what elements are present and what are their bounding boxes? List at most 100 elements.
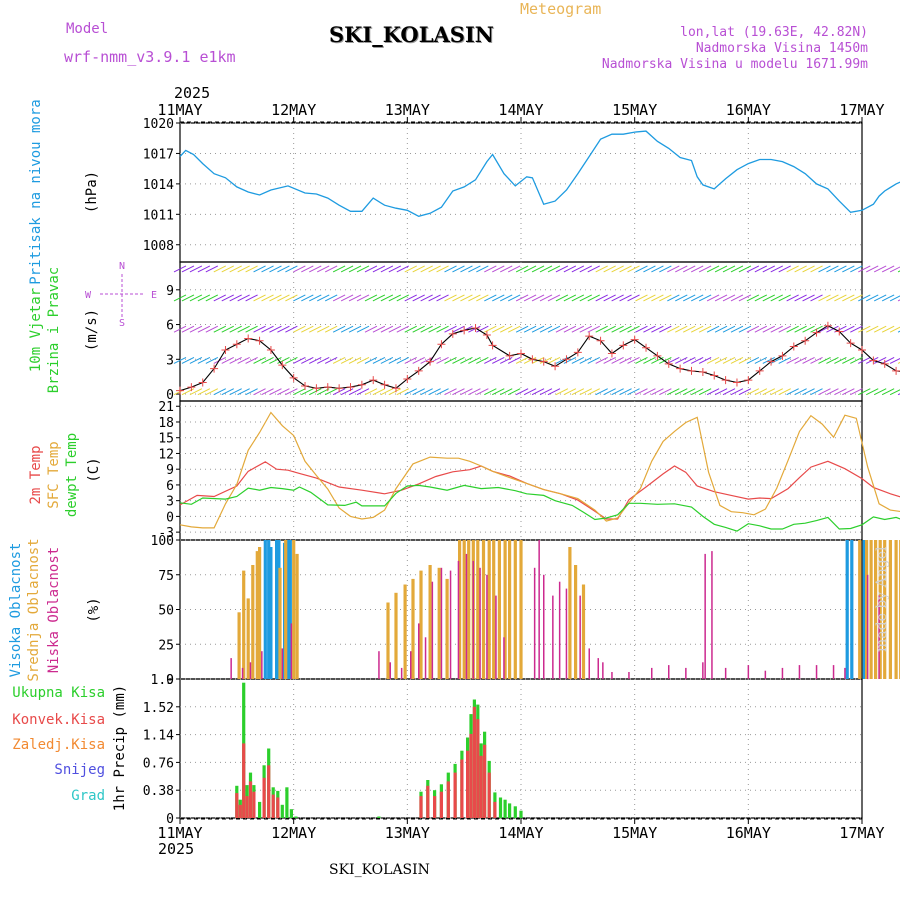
cloud-bar-low_cloud [815, 665, 818, 679]
wind-barb [285, 388, 298, 396]
wind-barb [309, 357, 322, 364]
cloud-bar-low_cloud [798, 665, 801, 679]
wind-barb [826, 265, 839, 273]
wind-barb [873, 357, 887, 364]
wind-barb [460, 265, 473, 273]
wind-barb [213, 357, 227, 364]
precip-bar-conv_precip [235, 793, 239, 818]
wind-barb [547, 265, 561, 273]
wind-barb [340, 357, 354, 364]
temperature-ytick-label: 15 [158, 432, 174, 447]
wind-barb [523, 357, 537, 364]
wind-barb [372, 265, 386, 273]
wind-barb [293, 265, 306, 273]
precip-bar-conv_precip [439, 791, 443, 818]
precip-bar-conv_precip [242, 743, 246, 818]
cloud-ytick-label: 25 [158, 638, 174, 653]
author-signature: made by Angel [874, 546, 890, 653]
mid-cloud-label: Srednja Oblacnost [26, 538, 42, 681]
wind-series-label-1: 10m Vjetar [28, 288, 44, 372]
wind-barb [189, 357, 203, 364]
station-coords: lon,lat (19.63E, 42.82N) [680, 25, 868, 40]
wind-barb [722, 357, 736, 364]
wind-speed-marker [892, 366, 900, 375]
cloud-bar-low_cloud [602, 662, 604, 679]
wind-barb [659, 357, 672, 364]
wind-barb [683, 357, 696, 364]
wind-speed-marker [403, 374, 412, 383]
wind-barb [245, 388, 258, 396]
wind-speed-marker [505, 351, 514, 360]
precip-legend-item: Grad [71, 788, 105, 804]
wind-barb [253, 388, 266, 396]
wind-barb [444, 388, 457, 396]
wind-speed-marker [380, 380, 389, 389]
wind-speed-marker [801, 336, 810, 345]
wind-barb [452, 325, 465, 333]
compass-east: E [151, 290, 157, 301]
wind-barb [364, 294, 378, 302]
wind-speed-marker [835, 327, 844, 336]
wind-speed-marker [607, 349, 616, 358]
time-tick-label-bottom: 17MAY [839, 824, 884, 842]
precip-bar-conv_precip [487, 772, 491, 818]
wind-barb [460, 294, 473, 302]
wind-barb [189, 325, 203, 333]
wind-barb [261, 388, 274, 396]
wind-barb [866, 265, 879, 273]
precip-bar-total_precip [289, 809, 293, 818]
cloud-ytick-label: 0 [166, 673, 174, 688]
cloud-bar-low_cloud [389, 662, 391, 679]
precip-bar-total_precip [508, 803, 512, 818]
cloud-bar-mid_cloud [255, 551, 259, 679]
wind-barb [563, 325, 577, 333]
wind-barb [675, 265, 688, 273]
wind-barb [269, 357, 282, 364]
cloud-bar-low_cloud [724, 667, 727, 679]
cloud-bar-low_cloud [668, 665, 670, 679]
dewpt-label-text: dewpt Temp [64, 433, 80, 517]
cloud-bar-mid_cloud [278, 567, 282, 679]
wind-speed-marker [482, 330, 491, 339]
wind-barb [476, 294, 489, 302]
wind-barb [388, 325, 402, 333]
wind-barb [842, 265, 855, 273]
precip-bar-conv_precip [426, 785, 430, 818]
cloud-bar-low_cloud [410, 651, 412, 679]
wind-barb [237, 265, 250, 273]
wind-barb [675, 325, 688, 333]
wind-barb [460, 388, 473, 396]
wind-barb [285, 294, 298, 302]
wind-barb [587, 265, 600, 273]
wind-speed-marker [460, 326, 469, 335]
wind-barb [213, 294, 227, 302]
cloud-bar-low_cloud [878, 595, 880, 679]
wind-barb [484, 294, 497, 302]
wind-barb [484, 325, 497, 333]
wind-barb [866, 294, 879, 302]
precip-bar-conv_precip [446, 781, 450, 818]
wind-barb [412, 325, 425, 333]
wind-barb [221, 325, 234, 333]
wind-barb [324, 294, 338, 302]
wind-speed-marker [232, 340, 241, 349]
wind-barb [452, 357, 465, 364]
wind-barb [237, 325, 250, 333]
wind-barb [197, 294, 211, 302]
wind-barb [261, 294, 274, 302]
model-name: wrf-nmm_v3.9.1 e1km [64, 48, 236, 66]
wind-barb [404, 388, 417, 396]
wind-barb [730, 388, 744, 396]
wind-barb [316, 388, 330, 396]
wind-barb [627, 294, 640, 302]
wind-barb [531, 294, 545, 302]
compass-north: N [119, 261, 125, 272]
wind-barb [603, 388, 616, 396]
wind-ytick-label: 6 [166, 319, 174, 334]
compass-cross [100, 274, 144, 318]
wind-barb [746, 294, 760, 302]
wind-barb [675, 388, 688, 396]
cloud-bar-low_cloud [472, 560, 474, 679]
wind-barb [205, 325, 219, 333]
wind-barb [539, 294, 553, 302]
